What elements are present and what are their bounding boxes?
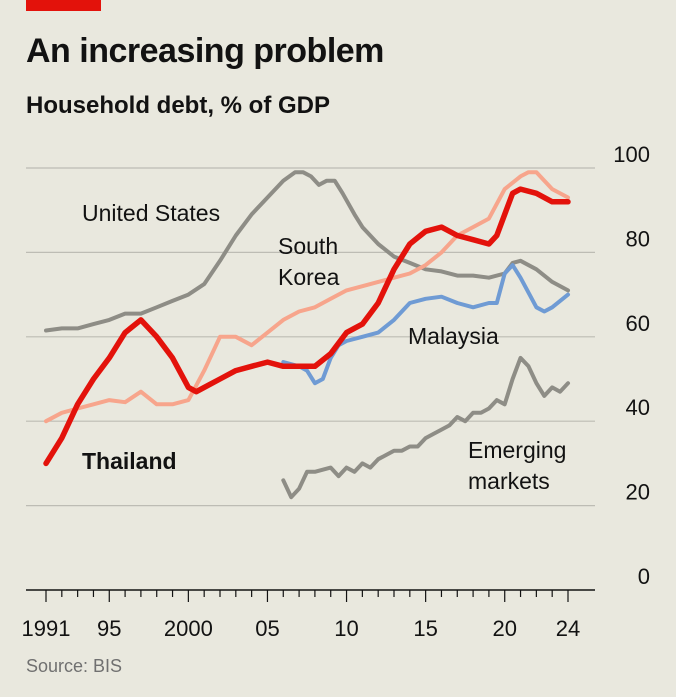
y-tick-label-0: 0 bbox=[638, 564, 650, 589]
x-tick-label-2020: 20 bbox=[492, 616, 516, 641]
y-tick-label-60: 60 bbox=[626, 311, 650, 336]
series-line-malaysia bbox=[281, 263, 570, 386]
series-lines bbox=[43, 170, 571, 500]
y-tick-labels: 0 20 40 60 80 100 bbox=[613, 142, 650, 589]
series-label-malaysia: Malaysia bbox=[408, 323, 499, 349]
series-labels: United States South Korea Malaysia Emerging m… bbox=[82, 200, 566, 494]
chart-subtitle: Household debt, % of GDP bbox=[26, 92, 330, 119]
x-tick-label-2005: 05 bbox=[255, 616, 279, 641]
x-tick-label-2024: 24 bbox=[556, 616, 580, 641]
series-line-emerging-markets bbox=[281, 355, 570, 500]
y-tick-label-40: 40 bbox=[626, 395, 650, 420]
series-label-south-korea-line-1: South bbox=[278, 233, 338, 259]
y-tick-label-100: 100 bbox=[613, 142, 650, 167]
series-label-emerging-markets-line-1: Emerging bbox=[468, 437, 566, 463]
series-label-emerging-markets-line-2: markets bbox=[468, 468, 550, 494]
y-tick-label-20: 20 bbox=[626, 480, 650, 505]
series-label-south-korea-line-2: Korea bbox=[278, 264, 340, 290]
series-label-united-states: United States bbox=[82, 200, 220, 226]
source-note: Source: BIS bbox=[26, 656, 123, 676]
series-label-thailand: Thailand bbox=[82, 448, 177, 474]
x-tick-label-2015: 15 bbox=[413, 616, 437, 641]
x-tick-label-2010: 10 bbox=[334, 616, 358, 641]
x-tick-label-1991: 1991 bbox=[22, 616, 71, 641]
x-axis: 1991 95 2000 05 10 15 20 24 bbox=[22, 589, 595, 641]
y-tick-label-80: 80 bbox=[626, 226, 650, 251]
x-tick-label-2000: 2000 bbox=[164, 616, 213, 641]
series-line-united-states bbox=[44, 170, 570, 333]
series-line-south-korea bbox=[44, 170, 570, 424]
brand-accent-bar bbox=[26, 0, 101, 11]
x-tick-label-1995: 95 bbox=[97, 616, 121, 641]
chart-title: An increasing problem bbox=[26, 32, 384, 70]
series-line-thailand bbox=[43, 186, 571, 467]
